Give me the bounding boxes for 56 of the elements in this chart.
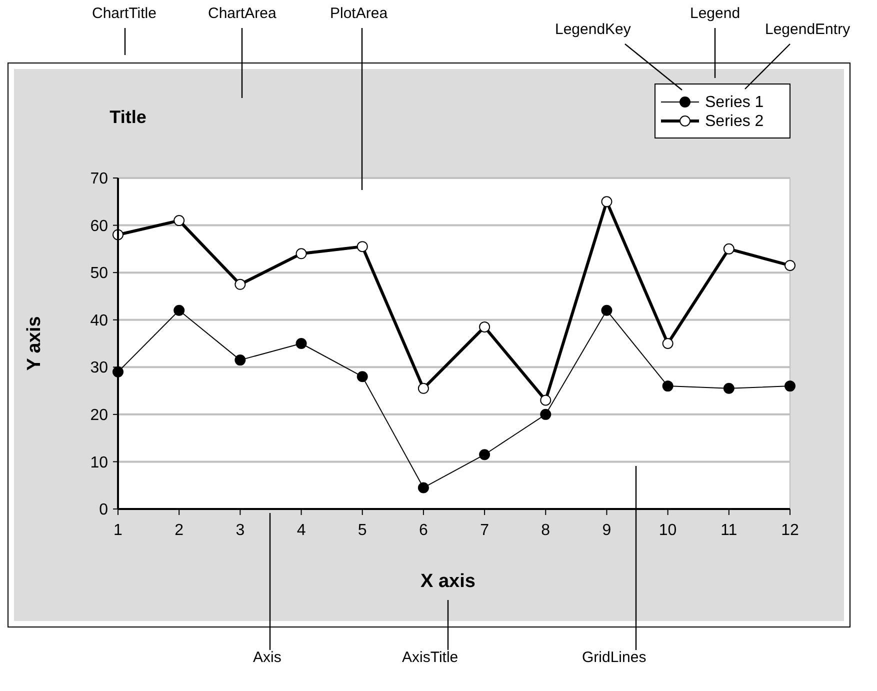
point: [296, 248, 307, 260]
x-axis-title: X axis: [420, 571, 476, 592]
point: [601, 196, 612, 208]
x-tick-label: 8: [541, 522, 550, 539]
point: [662, 338, 674, 349]
point: [174, 304, 185, 316]
x-tick-label: 11: [720, 522, 738, 539]
x-tick-label: 2: [174, 522, 184, 539]
y-tick-label: 0: [99, 502, 108, 519]
point: [662, 380, 674, 392]
y-tick-label: 30: [90, 360, 108, 377]
legend-label: Series 2: [705, 113, 764, 130]
point: [174, 215, 185, 226]
text: LegendEntry: [765, 21, 851, 38]
x-tick-label: 4: [296, 522, 306, 539]
y-tick-label: 50: [90, 265, 108, 282]
point: [418, 382, 429, 394]
x-tick-label: 12: [781, 522, 799, 539]
point: [540, 408, 552, 420]
point: [234, 278, 246, 290]
x-tick-label: 5: [358, 522, 367, 539]
point: [601, 304, 612, 316]
x-tick-label: 7: [480, 522, 490, 539]
text: GridLines: [582, 649, 646, 666]
y-tick-label: 20: [90, 407, 108, 424]
point: [418, 482, 429, 494]
x-tick-label: 1: [114, 522, 123, 539]
text: PlotArea: [330, 5, 388, 22]
x-tick-label: 10: [658, 522, 677, 539]
y-tick-label: 10: [90, 454, 108, 472]
text: AxisTitle: [402, 649, 458, 666]
y-tick-label: 70: [90, 170, 108, 188]
point: [784, 380, 796, 392]
x-tick-label: 9: [602, 522, 612, 539]
legend-label: Series 1: [705, 94, 764, 111]
y-tick-label: 60: [90, 218, 108, 235]
y-tick-label: 40: [90, 312, 108, 330]
point: [540, 394, 552, 406]
point: [356, 241, 368, 252]
x-tick-label: 3: [236, 522, 245, 539]
y-axis-title: Y axis: [24, 316, 45, 371]
chart-title: Title: [110, 107, 146, 127]
point: [356, 371, 368, 382]
text: Axis: [253, 649, 282, 666]
text: Legend: [690, 5, 740, 22]
point: [784, 260, 796, 271]
point: [296, 338, 307, 349]
point: [479, 449, 490, 460]
point: [723, 243, 734, 254]
text: ChartArea: [208, 5, 278, 22]
x-tick-label: 6: [419, 522, 428, 539]
text: ChartTitle: [92, 5, 156, 22]
point: [234, 354, 246, 366]
text: LegendKey: [555, 21, 632, 38]
point: [479, 321, 490, 332]
point: [723, 382, 734, 394]
